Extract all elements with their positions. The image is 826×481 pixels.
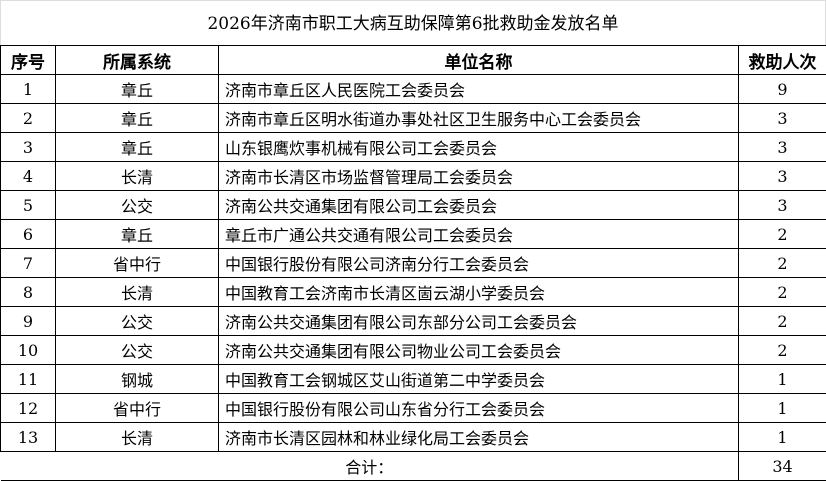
cell-unit: 济南市章丘区人民医院工会委员会	[219, 75, 739, 104]
cell-unit: 济南市长清区园林和林业绿化局工会委员会	[219, 423, 739, 452]
cell-unit: 中国银行股份有限公司济南分行工会委员会	[219, 249, 739, 278]
cell-index: 4	[1, 162, 56, 191]
cell-count: 3	[739, 104, 826, 133]
cell-count: 2	[739, 220, 826, 249]
cell-count: 2	[739, 249, 826, 278]
cell-system: 省中行	[56, 249, 219, 278]
cell-system: 长清	[56, 162, 219, 191]
cell-count: 3	[739, 191, 826, 220]
cell-count: 3	[739, 133, 826, 162]
header-unit: 单位名称	[219, 46, 739, 75]
cell-count: 1	[739, 394, 826, 423]
cell-system: 省中行	[56, 394, 219, 423]
cell-system: 公交	[56, 336, 219, 365]
cell-unit: 中国教育工会济南市长清区崮云湖小学委员会	[219, 278, 739, 307]
cell-index: 10	[1, 336, 56, 365]
header-row: 序号 所属系统 单位名称 救助人次	[1, 46, 826, 75]
cell-count: 2	[739, 336, 826, 365]
header-count: 救助人次	[739, 46, 826, 75]
total-label: 合计：	[1, 452, 739, 481]
cell-unit: 济南市章丘区明水街道办事处社区卫生服务中心工会委员会	[219, 104, 739, 133]
cell-system: 公交	[56, 191, 219, 220]
cell-unit: 章丘市广通公共交通有限公司工会委员会	[219, 220, 739, 249]
cell-index: 8	[1, 278, 56, 307]
cell-unit: 中国教育工会钢城区艾山街道第二中学委员会	[219, 365, 739, 394]
cell-index: 5	[1, 191, 56, 220]
cell-index: 12	[1, 394, 56, 423]
cell-unit: 济南公共交通集团有限公司物业公司工会委员会	[219, 336, 739, 365]
cell-system: 长清	[56, 278, 219, 307]
cell-index: 3	[1, 133, 56, 162]
cell-system: 章丘	[56, 75, 219, 104]
cell-system: 长清	[56, 423, 219, 452]
cell-index: 11	[1, 365, 56, 394]
cell-index: 9	[1, 307, 56, 336]
cell-count: 1	[739, 365, 826, 394]
cell-system: 章丘	[56, 220, 219, 249]
cell-index: 13	[1, 423, 56, 452]
cell-unit: 济南公共交通集团有限公司工会委员会	[219, 191, 739, 220]
cell-count: 1	[739, 423, 826, 452]
cell-system: 钢城	[56, 365, 219, 394]
cell-unit: 中国银行股份有限公司山东省分行工会委员会	[219, 394, 739, 423]
cell-count: 3	[739, 162, 826, 191]
total-row: 合计： 34	[1, 452, 826, 481]
cell-count: 2	[739, 278, 826, 307]
total-count: 34	[739, 452, 826, 481]
document-title: 2026年济南市职工大病互助保障第6批救助金发放名单	[0, 0, 826, 45]
cell-index: 6	[1, 220, 56, 249]
header-system: 所属系统	[56, 46, 219, 75]
cell-index: 1	[1, 75, 56, 104]
cell-unit: 山东银鹰炊事机械有限公司工会委员会	[219, 133, 739, 162]
cell-system: 章丘	[56, 104, 219, 133]
cell-system: 章丘	[56, 133, 219, 162]
cell-unit: 济南市长清区市场监督管理局工会委员会	[219, 162, 739, 191]
cell-count: 2	[739, 307, 826, 336]
cell-unit: 济南公共交通集团有限公司东部分公司工会委员会	[219, 307, 739, 336]
header-index: 序号	[1, 46, 56, 75]
cell-index: 7	[1, 249, 56, 278]
cell-index: 2	[1, 104, 56, 133]
cell-system: 公交	[56, 307, 219, 336]
cell-count: 9	[739, 75, 826, 104]
